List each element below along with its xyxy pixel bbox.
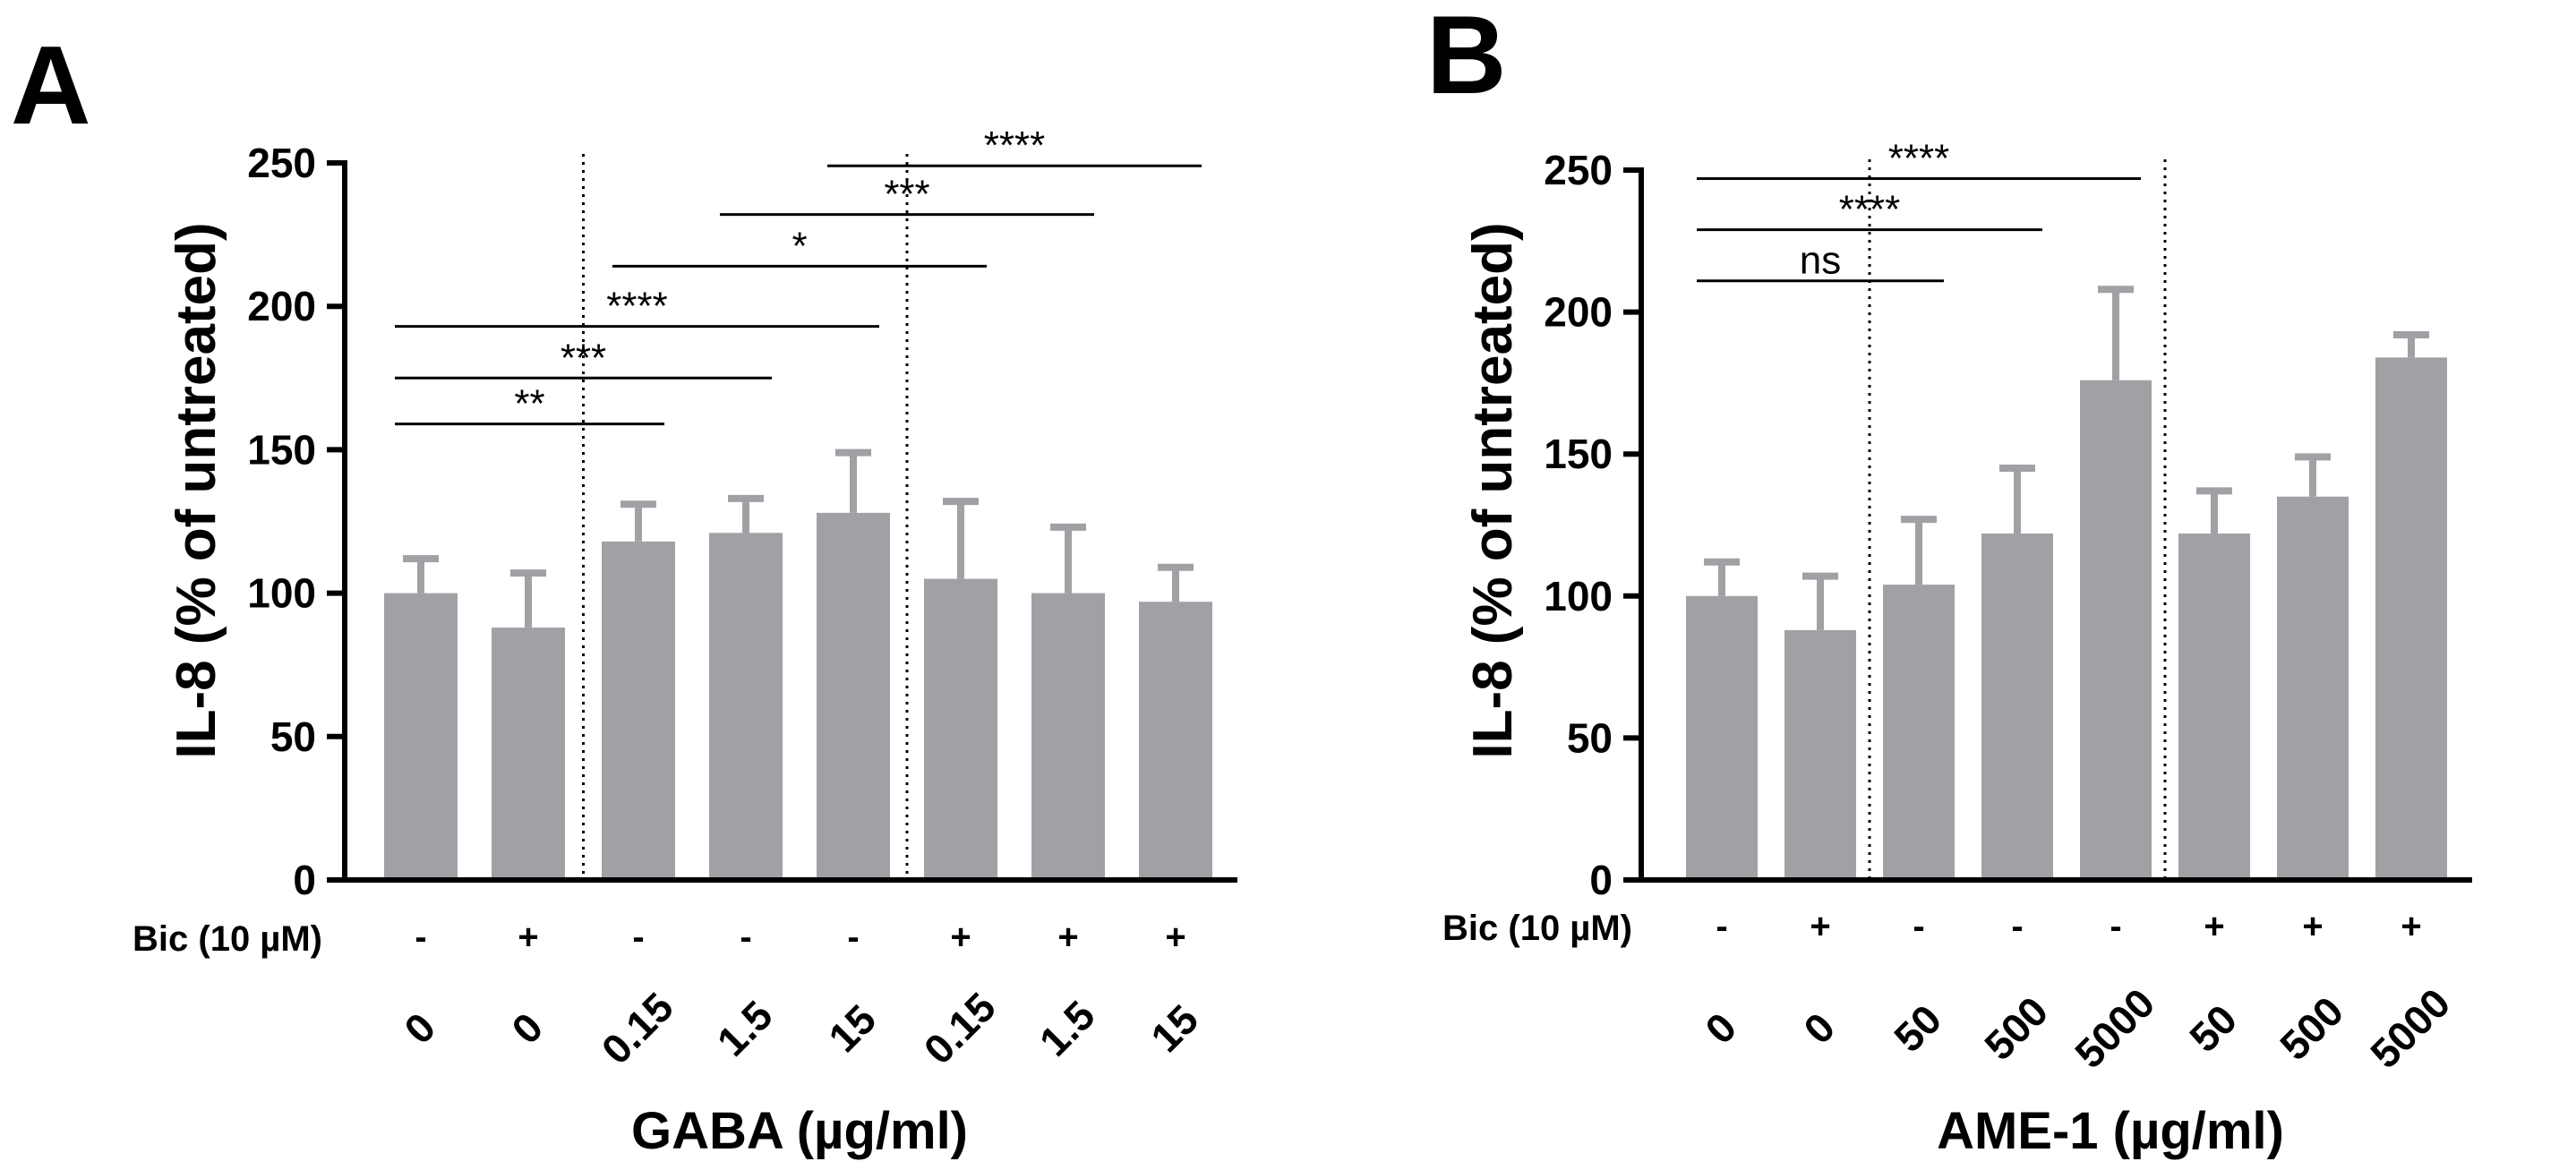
panel-b-x-tick-label: 500 <box>2271 987 2352 1069</box>
panel-a-significance-label: ** <box>514 382 544 426</box>
panel-a-x-tick-label: 0 <box>502 1003 552 1053</box>
panel-b-bic-label: Bic (10 µM) <box>1442 909 1632 948</box>
panel-b-x-axis-title: AME-1 (µg/ml) <box>1937 1102 2284 1160</box>
panel-a-y-tick-label: 50 <box>270 713 316 760</box>
panel-b-bar <box>2375 357 2447 880</box>
panel-a-x-tick-label: 0.15 <box>593 984 682 1073</box>
panel-a-y-tick-label: 200 <box>247 283 316 329</box>
panel-a-bar <box>924 578 997 880</box>
panel-b-bar <box>1784 629 1856 880</box>
panel-a-bic-sign: - <box>632 918 644 957</box>
panel-a-bic-sign: - <box>740 918 751 957</box>
panel-b-bic-sign: + <box>2401 907 2421 946</box>
panel-a-bic-sign: + <box>518 918 538 957</box>
panel-a-x-tick-label: 0 <box>395 1003 444 1053</box>
panel-b-x-tick-label: 5000 <box>2361 979 2459 1077</box>
panel-a-bic-sign: - <box>415 918 426 957</box>
panel-a-bic-sign: + <box>1057 918 1078 957</box>
panel-b-bic-sign: + <box>1810 907 1830 946</box>
panel-b-x-tick-label: 50 <box>2180 995 2246 1061</box>
panel-a-significance-label: **** <box>984 124 1046 167</box>
panel-b-bic-sign: + <box>2302 907 2323 946</box>
panel-a-x-axis-title: GABA (µg/ml) <box>631 1102 968 1160</box>
panel-b-y-axis-title: IL-8 (% of untreated) <box>1462 222 1524 758</box>
panel-b-significance-label: ns <box>1800 239 1841 283</box>
panel-b-bar <box>1981 534 2053 880</box>
panel-a-significance-label: *** <box>884 173 929 217</box>
panel-a-chart: 0 50 100 150 200 250 - + - - - + + +0 0 0.15 1.5 15 0.15 1.… <box>247 124 1237 1073</box>
panel-a-x-tick-label: 1.5 <box>1031 992 1104 1065</box>
panel-letter-a: A <box>11 24 91 148</box>
panel-a-x-tick-label: 15 <box>819 995 885 1061</box>
panel-b-y-tick-label: 0 <box>1589 857 1613 903</box>
panel-b-bic-sign: - <box>1716 907 1727 946</box>
panel-b-y-tick-label: 100 <box>1544 573 1613 619</box>
panel-a-bar <box>492 628 565 880</box>
panel-a-x-tick-label: 1.5 <box>708 992 782 1065</box>
panel-b-significance-label: **** <box>1839 188 1901 232</box>
panel-b-y-tick-label: 200 <box>1544 289 1613 336</box>
panel-b-bar <box>2178 534 2250 880</box>
panel-b-bic-sign: - <box>2110 907 2121 946</box>
panel-a-bic-sign: + <box>950 918 971 957</box>
panel-b-bar <box>1686 595 1758 880</box>
panel-a-y-tick-label: 250 <box>247 140 316 186</box>
panel-a-bar <box>709 533 783 880</box>
panel-b-x-tick-label: 500 <box>1975 987 2057 1069</box>
panel-a-bar <box>602 541 675 880</box>
panel-a-significance-label: * <box>792 224 807 268</box>
panel-a-bar <box>1031 593 1105 880</box>
panel-a-y-tick-label: 100 <box>247 570 316 617</box>
panel-a-significance-label: **** <box>606 285 668 329</box>
panel-b-bar <box>1883 585 1955 880</box>
panel-letter-b: B <box>1426 0 1507 117</box>
panel-a-bar <box>1139 602 1212 880</box>
panel-b-bar <box>2277 496 2349 880</box>
panel-a-y-axis-title: IL-8 (% of untreated) <box>166 222 227 758</box>
panel-b-y-tick-label: 250 <box>1544 147 1613 193</box>
panel-b-bic-sign: - <box>1913 907 1924 946</box>
panel-a-x-tick-label: 0.15 <box>915 984 1005 1073</box>
panel-b-bar <box>2080 380 2152 880</box>
panel-a-significance-label: *** <box>561 336 606 380</box>
panel-b-x-tick-label: 0 <box>1696 1003 1745 1053</box>
panel-b-y-tick-label: 50 <box>1567 714 1613 761</box>
panel-b-significance-label: **** <box>1888 137 1950 181</box>
panel-a-x-tick-label: 15 <box>1142 995 1207 1061</box>
panel-a-bic-label: Bic (10 µM) <box>133 919 322 959</box>
panel-b-bic-sign: - <box>2011 907 2023 946</box>
panel-b-y-tick-label: 150 <box>1544 431 1613 477</box>
panel-b-x-tick-label: 50 <box>1885 995 1950 1061</box>
panel-a-bar <box>384 593 458 880</box>
panel-a-y-tick-label: 150 <box>247 426 316 473</box>
panel-b-x-tick-label: 0 <box>1794 1003 1844 1053</box>
panel-a-bar <box>817 512 890 880</box>
panel-b-bic-sign: + <box>2204 907 2224 946</box>
panel-b-x-tick-label: 5000 <box>2066 979 2163 1077</box>
panel-a-bic-sign: - <box>847 918 859 957</box>
panel-a-bic-sign: + <box>1165 918 1185 957</box>
panel-a-y-tick-label: 0 <box>293 857 316 903</box>
